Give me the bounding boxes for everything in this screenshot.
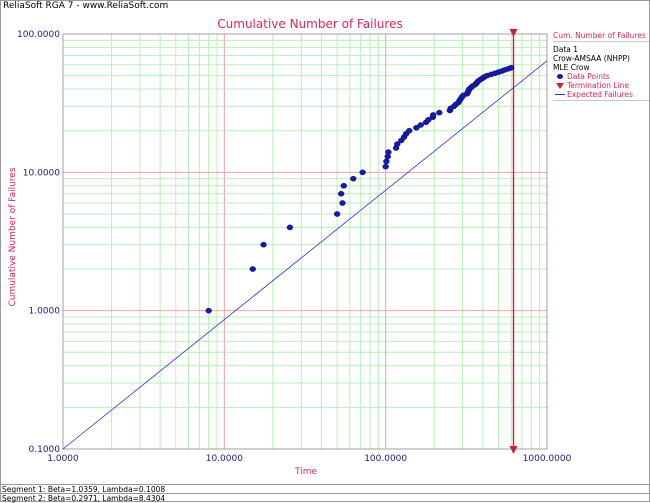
data-point (417, 122, 424, 128)
expected-failures-fit-line (62, 60, 548, 450)
data-point (382, 163, 389, 170)
data-point (383, 158, 390, 165)
line-marker-icon (555, 94, 565, 95)
data-point-marker-icon (557, 74, 563, 79)
data-point (350, 175, 357, 182)
termination-marker-icon (556, 83, 564, 89)
footer-segment-2: Segment 2: Beta=0.2971, Lambda=8.4304 (0, 493, 650, 503)
data-point (337, 190, 345, 197)
data-point (508, 64, 515, 71)
x-tick-label: 1000.0000 (523, 454, 572, 464)
legend-label-expected-failures: Expected Failures (567, 90, 633, 99)
data-point (249, 266, 256, 272)
plot-border (62, 33, 548, 450)
data-point (406, 127, 413, 134)
termination-bottom-marker (509, 446, 518, 454)
legend-item-termination-line: Termination Line (553, 81, 649, 90)
data-point (339, 200, 346, 206)
y-axis-label: Cumulative Number of Failures (8, 167, 18, 307)
legend-item-data-points: Data Points (553, 72, 649, 81)
y-tick-label: 100.0000 (17, 30, 60, 40)
data-point (413, 124, 420, 131)
tick-labels: 1.0000 10.0000 100.0000 1000.00000.10001.00… (17, 30, 572, 464)
legend-divider (553, 100, 649, 101)
data-points (205, 64, 515, 314)
legend-method: MLE Crow (553, 63, 590, 72)
chart-title: Cumulative Number of Failures (217, 17, 403, 31)
data-point (260, 241, 267, 248)
legend-header: Cum. Number of Failures (553, 31, 649, 42)
data-point (286, 224, 294, 231)
termination-line (509, 29, 518, 454)
legend-label-data-points: Data Points (567, 72, 610, 81)
y-tick-label: 1.0000 (29, 307, 61, 317)
data-point (429, 112, 437, 118)
footer-segment-1: Segment 1: Beta=1.0359, Lambda=0.1008 (0, 484, 650, 494)
x-tick-label: 1.0000 (47, 454, 79, 464)
data-point (385, 149, 392, 155)
legend-item-expected-failures: Expected Failures (553, 90, 649, 99)
y-tick-label: 0.1000 (29, 445, 61, 455)
x-tick-label: 10.0000 (206, 454, 243, 464)
legend-label-termination-line: Termination Line (567, 81, 629, 90)
minor-gridlines (63, 34, 547, 449)
app-title: ReliaSoft RGA 7 - www.ReliaSoft.com (3, 1, 169, 11)
major-gridlines (63, 34, 547, 449)
data-point (205, 307, 212, 314)
data-point (333, 211, 341, 217)
y-tick-label: 10.0000 (23, 168, 60, 178)
termination-top-marker (509, 29, 518, 37)
x-axis-label: Time (294, 467, 318, 477)
data-point (436, 109, 443, 116)
expected-failures-line (62, 60, 548, 450)
data-point (394, 141, 401, 147)
x-tick-label: 100.0000 (364, 454, 407, 464)
legend: Cum. Number of Failures Data 1 Crow-AMSA… (553, 31, 649, 101)
data-point (359, 169, 366, 176)
legend-data-name: Data 1 (553, 45, 579, 54)
data-point (340, 182, 347, 189)
legend-model: Crow-AMSAA (NHPP) (553, 54, 630, 63)
